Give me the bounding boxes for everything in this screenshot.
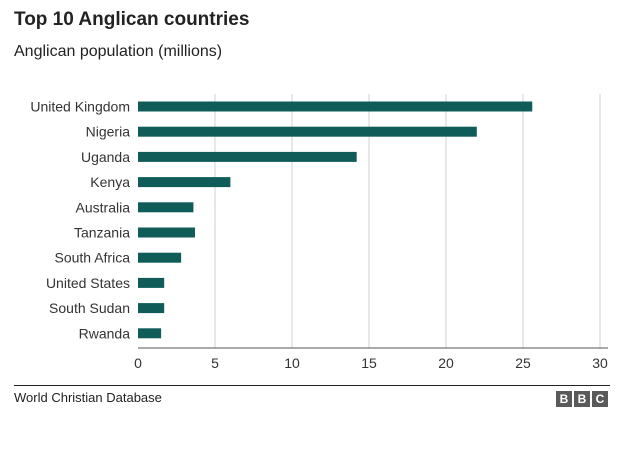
bbc-logo-letter: C [592, 391, 608, 407]
category-label: United States [46, 275, 130, 291]
bbc-logo-letter: B [574, 391, 590, 407]
bar [138, 303, 165, 314]
source-label: World Christian Database [14, 390, 162, 405]
category-label: Rwanda [79, 325, 131, 341]
bbc-logo-letter: B [556, 391, 572, 407]
bar [138, 177, 231, 188]
chart-title: Top 10 Anglican countries [14, 9, 250, 30]
bar [138, 151, 357, 162]
bar [138, 126, 477, 137]
category-label: United Kingdom [30, 99, 130, 115]
bar [138, 202, 194, 213]
bar [138, 277, 165, 288]
x-tick-label: 20 [438, 355, 454, 371]
x-tick-label: 25 [515, 355, 531, 371]
category-label: South Africa [55, 250, 131, 266]
bar [138, 252, 182, 263]
category-label: Australia [76, 199, 131, 215]
bbc-logo: B B C [556, 391, 608, 407]
bar [138, 227, 195, 238]
category-label: South Sudan [49, 300, 130, 316]
category-label: Tanzania [74, 225, 130, 241]
bar-chart: 0 5 10 15 20 25 30 United Kingdom Nigeria Uganda K… [30, 94, 608, 371]
category-label: Uganda [81, 149, 130, 165]
footer-divider [14, 385, 610, 386]
bar [138, 101, 533, 112]
category-label: Nigeria [86, 124, 131, 140]
x-tick-label: 0 [134, 355, 142, 371]
category-label: Kenya [90, 174, 130, 190]
x-tick-label: 30 [592, 355, 608, 371]
x-tick-label: 15 [361, 355, 377, 371]
x-tick-label: 5 [211, 355, 219, 371]
chart-subtitle: Anglican population (millions) [14, 43, 223, 60]
bar [138, 328, 162, 339]
x-tick-label: 10 [284, 355, 300, 371]
